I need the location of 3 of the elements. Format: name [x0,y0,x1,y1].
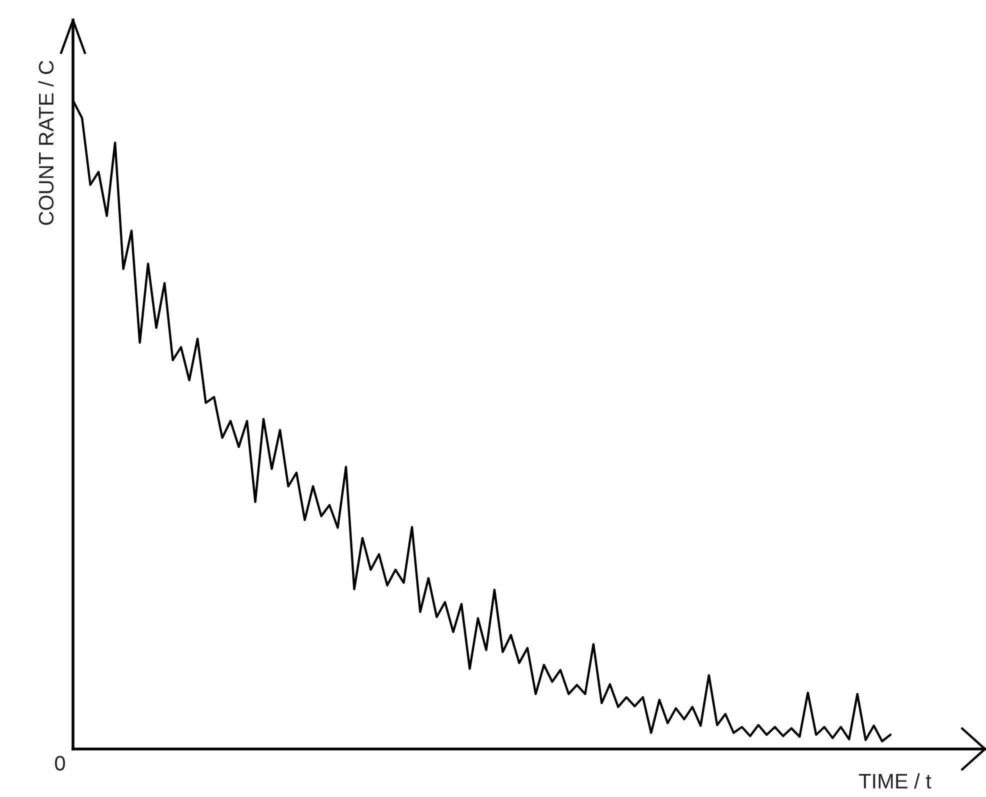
x-axis-title: TIME / t [859,773,932,789]
text: 0 [55,756,65,771]
y-axis-title: COUNT RATE / C [38,60,54,225]
